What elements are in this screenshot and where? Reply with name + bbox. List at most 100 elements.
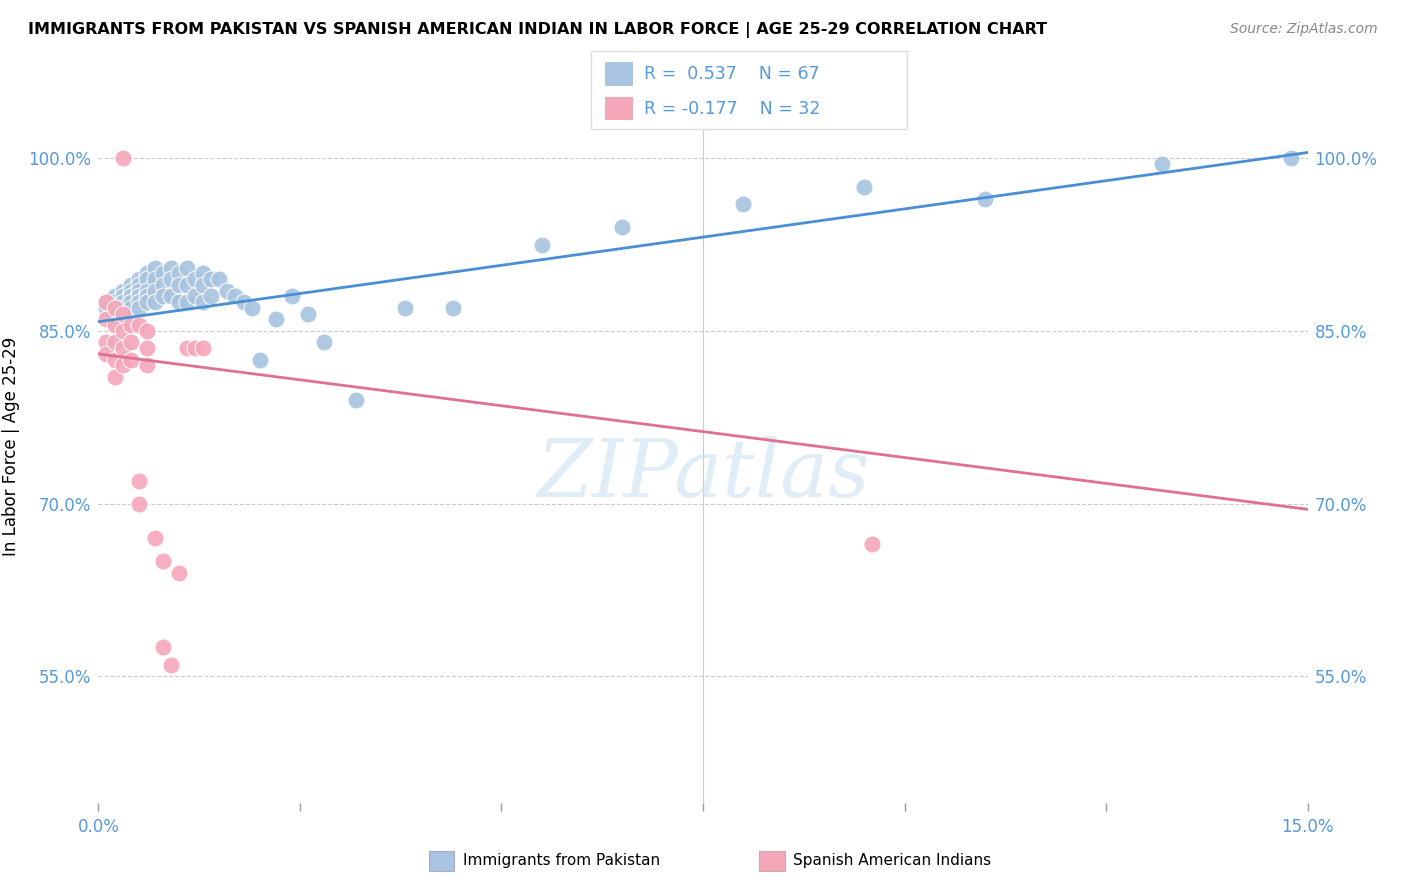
Point	[152, 266, 174, 280]
Point	[200, 289, 222, 303]
Point	[184, 272, 207, 286]
Point	[176, 277, 198, 292]
Point	[208, 272, 231, 286]
Text: IMMIGRANTS FROM PAKISTAN VS SPANISH AMERICAN INDIAN IN LABOR FORCE | AGE 25-29 C: IMMIGRANTS FROM PAKISTAN VS SPANISH AMER…	[28, 22, 1047, 38]
Point	[135, 359, 157, 373]
Point	[135, 295, 157, 310]
Point	[224, 289, 246, 303]
Point	[167, 295, 190, 310]
Point	[167, 566, 190, 580]
Point	[167, 266, 190, 280]
Point	[111, 359, 134, 373]
Point	[249, 352, 271, 367]
Point	[394, 301, 416, 315]
Text: R = -0.177    N = 32: R = -0.177 N = 32	[644, 100, 820, 118]
Point	[974, 192, 997, 206]
Point	[344, 392, 367, 407]
Point	[128, 272, 150, 286]
Point	[143, 295, 166, 310]
Point	[167, 277, 190, 292]
Point	[96, 295, 118, 310]
Point	[128, 284, 150, 298]
Text: Immigrants from Pakistan: Immigrants from Pakistan	[463, 854, 659, 868]
Y-axis label: In Labor Force | Age 25-29: In Labor Force | Age 25-29	[3, 336, 20, 556]
Point	[96, 335, 118, 350]
Point	[441, 301, 464, 315]
Point	[860, 537, 883, 551]
Point	[184, 289, 207, 303]
Point	[200, 272, 222, 286]
Point	[135, 341, 157, 355]
Point	[103, 335, 125, 350]
Point	[120, 284, 142, 298]
Point	[612, 220, 634, 235]
Point	[111, 307, 134, 321]
Text: ZIPatlas: ZIPatlas	[536, 436, 870, 513]
Point	[120, 352, 142, 367]
Point	[160, 272, 183, 286]
Point	[152, 289, 174, 303]
Point	[281, 289, 304, 303]
Point	[103, 289, 125, 303]
Point	[297, 307, 319, 321]
Point	[264, 312, 287, 326]
Point	[240, 301, 263, 315]
Point	[111, 301, 134, 315]
Point	[135, 284, 157, 298]
Point	[111, 289, 134, 303]
Point	[103, 318, 125, 333]
Point	[120, 301, 142, 315]
Point	[152, 554, 174, 568]
Point	[96, 312, 118, 326]
Point	[184, 341, 207, 355]
Point	[853, 180, 876, 194]
Point	[96, 347, 118, 361]
Point	[120, 289, 142, 303]
Point	[120, 318, 142, 333]
Point	[111, 295, 134, 310]
Point	[128, 277, 150, 292]
Point	[135, 324, 157, 338]
Point	[217, 284, 239, 298]
Point	[103, 301, 125, 315]
Point	[96, 295, 118, 310]
Point	[193, 295, 215, 310]
Point	[128, 318, 150, 333]
Point	[103, 370, 125, 384]
Point	[128, 474, 150, 488]
Point	[135, 272, 157, 286]
Point	[135, 289, 157, 303]
Point	[152, 277, 174, 292]
Point	[96, 301, 118, 315]
Point	[103, 295, 125, 310]
Point	[103, 352, 125, 367]
Text: R =  0.537    N = 67: R = 0.537 N = 67	[644, 65, 820, 83]
Text: Spanish American Indians: Spanish American Indians	[793, 854, 991, 868]
Point	[152, 640, 174, 655]
Point	[120, 335, 142, 350]
Point	[1152, 157, 1174, 171]
Point	[176, 341, 198, 355]
Point	[193, 277, 215, 292]
Point	[128, 289, 150, 303]
Point	[143, 531, 166, 545]
Point	[135, 266, 157, 280]
Point	[111, 324, 134, 338]
Point	[128, 497, 150, 511]
Point	[120, 295, 142, 310]
Point	[128, 295, 150, 310]
Point	[160, 289, 183, 303]
Point	[530, 237, 553, 252]
Text: Source: ZipAtlas.com: Source: ZipAtlas.com	[1230, 22, 1378, 37]
Point	[160, 657, 183, 672]
Point	[111, 151, 134, 165]
Point	[143, 272, 166, 286]
Point	[176, 260, 198, 275]
Point	[120, 277, 142, 292]
Point	[143, 284, 166, 298]
Point	[1281, 151, 1303, 165]
Point	[128, 301, 150, 315]
Point	[193, 266, 215, 280]
Point	[111, 341, 134, 355]
Point	[193, 341, 215, 355]
